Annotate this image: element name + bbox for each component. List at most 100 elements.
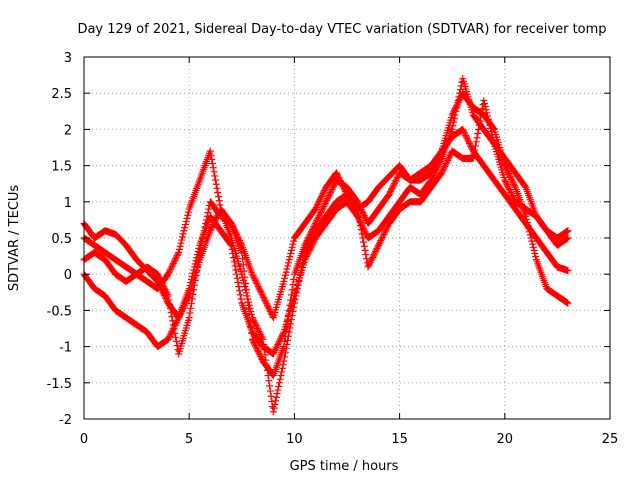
data-point-marker [317, 194, 325, 202]
data-point-marker [299, 256, 307, 264]
data-point-marker [254, 283, 262, 291]
data-point-marker [470, 150, 478, 158]
data-point-marker [372, 246, 380, 254]
data-point-marker [460, 129, 468, 137]
data-point-marker [304, 242, 312, 250]
data-point-marker [316, 210, 324, 218]
data-point-marker [510, 195, 518, 203]
data-point-marker [269, 312, 277, 320]
data-point-marker [529, 243, 537, 251]
data-point-marker [214, 188, 222, 196]
data-point-marker [309, 231, 317, 239]
data-point-marker [270, 348, 278, 356]
data-point-marker [358, 230, 366, 238]
data-point-marker [247, 307, 255, 315]
data-point-marker [477, 113, 485, 121]
data-point-marker [248, 314, 256, 322]
data-point-marker [378, 235, 386, 243]
data-point-marker [296, 270, 304, 278]
data-point-marker [489, 134, 497, 142]
data-point-marker [263, 301, 271, 309]
data-point-marker [162, 287, 170, 295]
data-point-marker [178, 233, 186, 241]
data-point-marker [429, 173, 437, 181]
data-point-marker [368, 255, 376, 263]
data-point-marker [564, 299, 572, 307]
data-point-marker [275, 339, 283, 347]
data-point-marker [381, 229, 389, 237]
data-point-marker [507, 174, 515, 182]
y-tick-label: 1.5 [51, 160, 72, 175]
data-point-marker [290, 299, 298, 307]
data-point-marker [260, 295, 268, 303]
data-point-marker [284, 332, 292, 340]
data-point-marker [370, 251, 378, 259]
data-point-marker [155, 273, 163, 281]
data-point-marker [257, 352, 265, 360]
data-point-marker [270, 404, 278, 412]
data-point-marker [380, 230, 388, 238]
data-point-marker [360, 242, 368, 250]
data-point-marker [267, 392, 275, 400]
data-point-marker [288, 286, 296, 294]
data-point-marker [485, 118, 493, 126]
data-point-marker [317, 193, 325, 201]
data-point-marker [393, 175, 401, 183]
data-point-marker [367, 257, 375, 265]
data-point-marker [281, 349, 289, 357]
data-point-marker [509, 193, 517, 201]
data-point-marker [205, 205, 213, 213]
data-point-marker [176, 242, 184, 250]
data-point-marker [315, 197, 323, 205]
data-point-marker [172, 337, 180, 345]
data-point-marker [165, 269, 173, 277]
data-point-marker [287, 320, 295, 328]
data-point-marker [184, 211, 192, 219]
y-tick-label: 0.5 [51, 232, 72, 247]
data-point-marker [154, 270, 162, 278]
data-point-marker [438, 167, 446, 175]
data-point-marker [260, 346, 268, 354]
data-point-marker [246, 304, 254, 312]
data-point-marker [431, 168, 439, 176]
data-point-marker [154, 272, 162, 280]
data-point-marker [212, 180, 220, 188]
data-point-marker [508, 176, 516, 184]
data-point-marker [290, 275, 298, 283]
data-point-marker [208, 160, 216, 168]
data-point-marker [564, 234, 572, 242]
data-point-marker [507, 188, 515, 196]
data-point-marker [239, 261, 247, 269]
data-point-marker [265, 304, 273, 312]
x-tick-label: 5 [185, 432, 193, 447]
data-point-marker [272, 393, 280, 401]
data-point-marker [244, 295, 252, 303]
data-point-marker [329, 184, 337, 192]
data-point-marker [249, 315, 257, 323]
data-point-marker [255, 328, 263, 336]
data-point-marker [379, 232, 387, 240]
data-point-marker [264, 303, 272, 311]
data-point-marker [564, 267, 572, 275]
data-point-marker [511, 182, 519, 190]
data-point-marker [232, 266, 240, 274]
data-point-marker [525, 225, 533, 233]
data-point-marker [208, 224, 216, 232]
data-point-marker [314, 215, 322, 223]
data-point-marker [390, 180, 398, 188]
data-point-marker [249, 272, 257, 280]
data-point-marker [259, 335, 267, 343]
data-point-marker [311, 205, 319, 213]
data-point-marker [255, 284, 263, 292]
data-point-marker [376, 238, 384, 246]
data-point-marker [522, 212, 530, 220]
data-point-marker [318, 206, 326, 214]
data-point-marker [290, 303, 298, 311]
data-point-marker [390, 181, 398, 189]
data-point-marker [330, 181, 338, 189]
data-point-marker [170, 323, 178, 331]
data-point-marker [192, 257, 200, 265]
data-point-marker [302, 245, 310, 253]
data-point-marker [254, 346, 262, 354]
data-point-marker [236, 291, 244, 299]
